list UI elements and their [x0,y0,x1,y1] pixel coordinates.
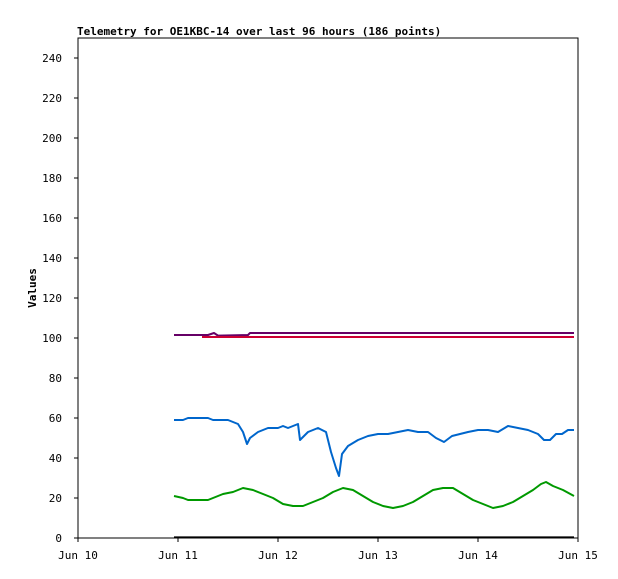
series-layer [173,332,575,539]
x-axis: Jun 10 Jun 11 Jun 12 Jun 13 Jun 14 Jun 15 [58,538,598,562]
x-tick-label: Jun 11 [158,549,198,562]
y-tick-label: 140 [42,252,62,265]
y-tick-label: 80 [49,372,62,385]
y-tick-label: 160 [42,212,62,225]
series-line-4 [173,481,575,509]
x-tick-label: Jun 13 [358,549,398,562]
plot-frame [77,37,579,539]
y-tick-label: 20 [49,492,62,505]
y-tick-label: 180 [42,172,62,185]
y-tick-label: 220 [42,92,62,105]
x-tick-label: Jun 12 [258,549,298,562]
y-tick-label: 120 [42,292,62,305]
y-tick-label: 240 [42,52,62,65]
y-tick-label: 100 [42,332,62,345]
y-tick-label: 60 [49,412,62,425]
chart-title: Telemetry for OE1KBC-14 over last 96 hou… [77,25,441,38]
y-tick-label: 0 [55,532,62,545]
y-axis: 0 20 40 60 80 100 120 140 160 180 200 220 240 [42,52,78,545]
series-line-3 [174,417,574,477]
y-tick-label: 40 [49,452,62,465]
x-tick-label: Jun 10 [58,549,98,562]
y-axis-label: Values [26,268,39,308]
x-tick-label: Jun 14 [458,549,498,562]
x-tick-label: Jun 15 [558,549,598,562]
series-line-1 [174,332,574,337]
y-tick-label: 200 [42,132,62,145]
